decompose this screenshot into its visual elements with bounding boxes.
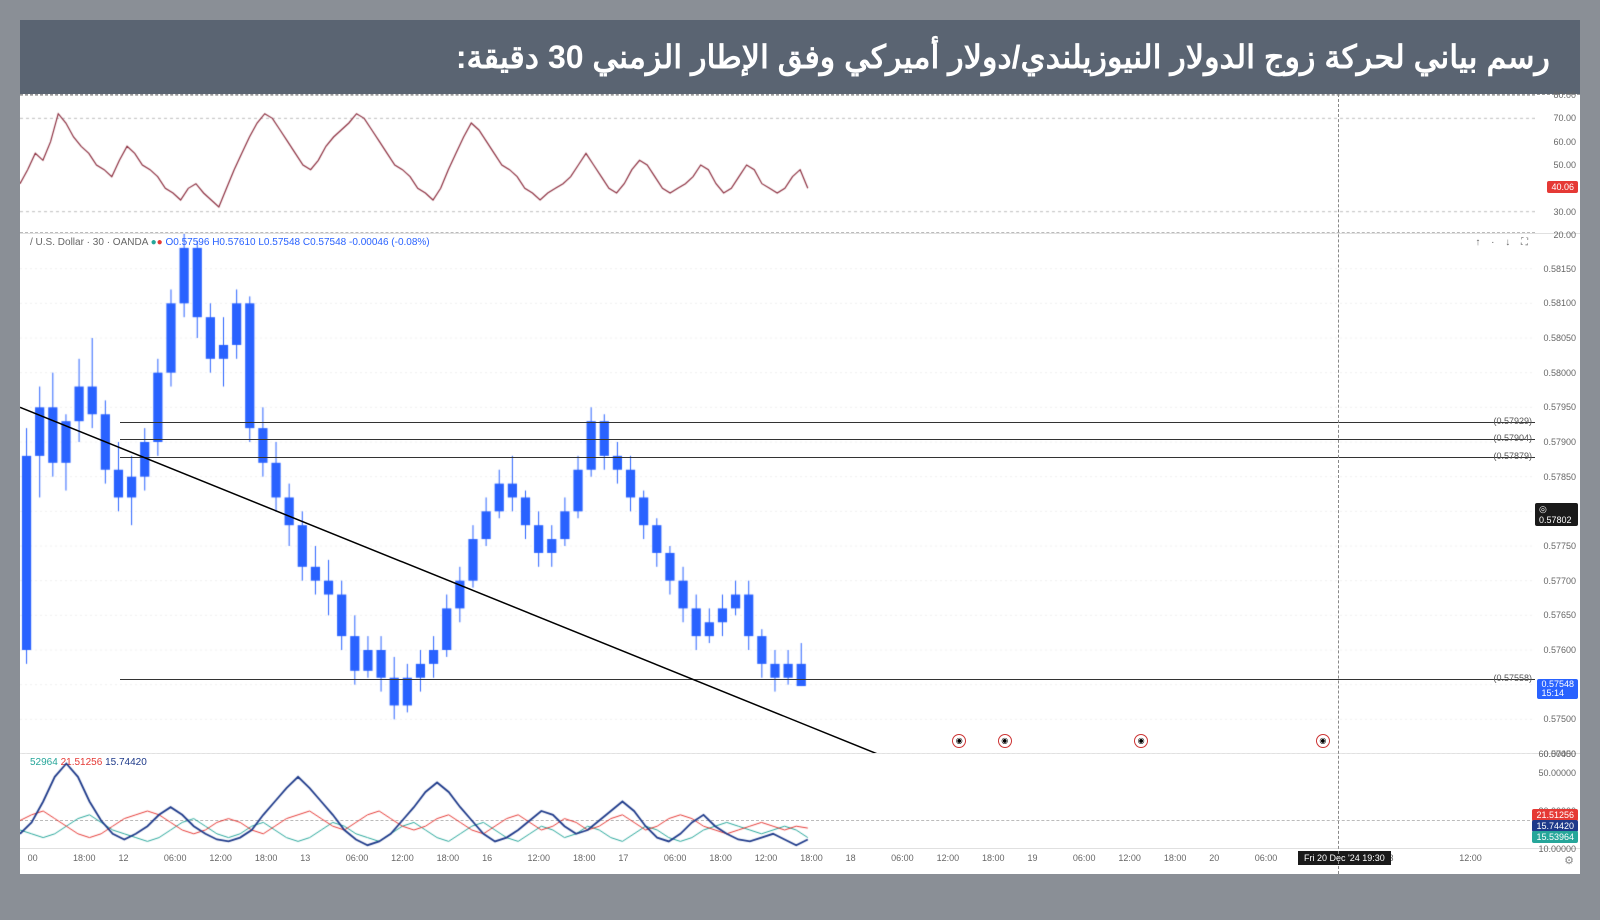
event-icon[interactable]: ◉ <box>1316 734 1330 748</box>
rsi-line-chart <box>20 95 1535 235</box>
chart-title: رسم بياني لحركة زوج الدولار النيوزيلندي/… <box>20 20 1580 94</box>
event-icon[interactable]: ◉ <box>998 734 1012 748</box>
price-panel: / U.S. Dollar · 30 · OANDA ●● O0.57596 H… <box>20 234 1580 754</box>
rsi-panel: 20.0030.0040.0050.0060.0070.0080.0040.06 <box>20 94 1580 234</box>
time-axis[interactable]: ⚙ 0018:001206:0012:0018:001306:0012:0018… <box>20 849 1580 874</box>
adx-panel: 52964 21.51256 15.74420 10.0000020.00000… <box>20 754 1580 849</box>
candlestick-chart[interactable] <box>20 234 1535 754</box>
event-icon[interactable]: ◉ <box>1134 734 1148 748</box>
adx-y-axis[interactable]: 10.0000020.0000030.0000050.0000060.00000… <box>1535 754 1580 848</box>
chart-area[interactable]: 20.0030.0040.0050.0060.0070.0080.0040.06… <box>20 94 1580 874</box>
rsi-y-axis[interactable]: 20.0030.0040.0050.0060.0070.0080.0040.06 <box>1535 95 1580 233</box>
crosshair-vertical <box>1338 94 1339 874</box>
adx-line-chart <box>20 754 1535 849</box>
gear-icon[interactable]: ⚙ <box>1564 854 1574 867</box>
price-y-axis[interactable]: 0.581500.581000.580500.580000.579500.579… <box>1535 234 1580 753</box>
